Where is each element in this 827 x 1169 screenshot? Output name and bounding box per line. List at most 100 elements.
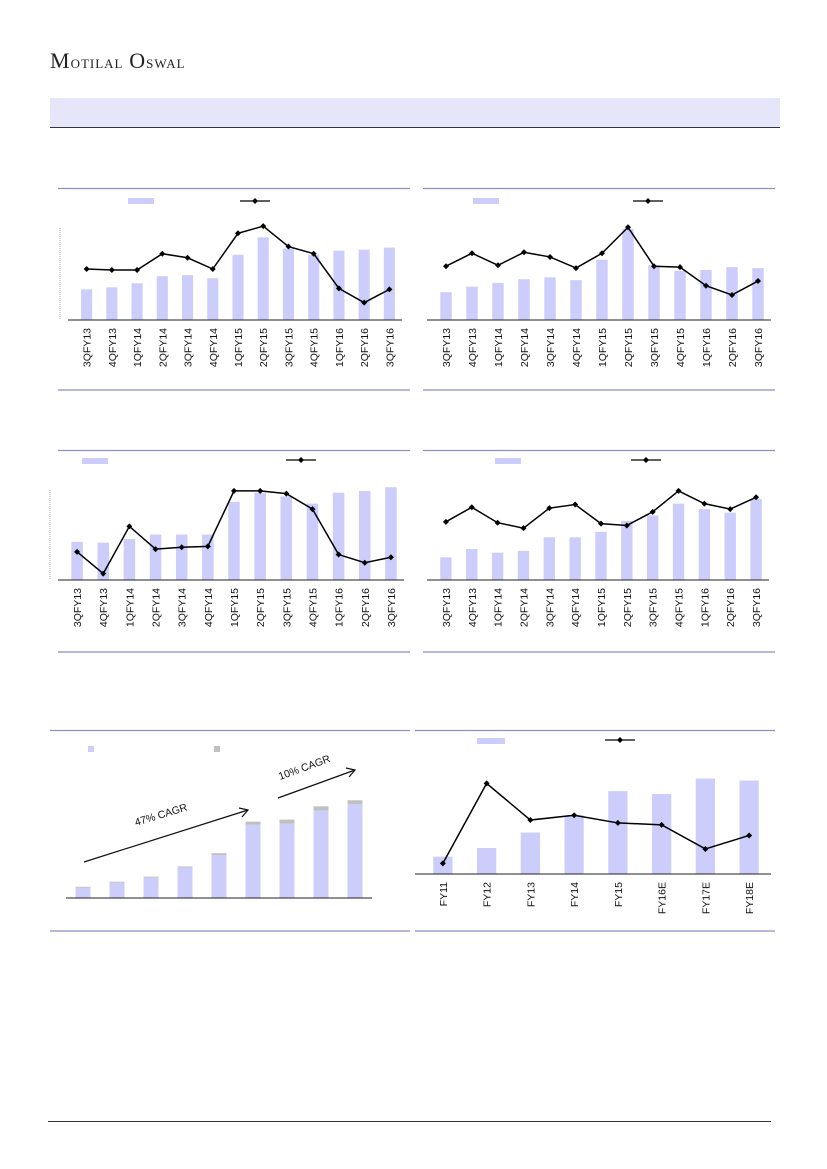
x-tick-label: 3QFY13 <box>72 588 84 627</box>
line-point <box>658 821 665 828</box>
bar-stack-segment <box>245 821 261 825</box>
x-tick-label: FY16E <box>657 882 669 914</box>
x-tick-label: 3QFY16 <box>753 328 765 367</box>
bar <box>517 550 530 580</box>
line-point <box>442 518 449 525</box>
x-tick-label: 3QFY14 <box>544 588 556 627</box>
x-tick-label: FY13 <box>525 882 537 907</box>
legend-bar-swatch <box>495 458 521 464</box>
bar <box>358 249 370 320</box>
line-point <box>651 263 657 270</box>
x-tick-label: 4QFY13 <box>107 328 119 367</box>
bar <box>700 269 712 320</box>
line-point <box>159 250 166 257</box>
x-tick-label: 1QFY14 <box>124 588 136 627</box>
line-point <box>386 286 393 293</box>
x-tick-label: FY14 <box>569 882 581 907</box>
chart-svg: 3QFY13 4QFY13 1QFY14 2QFY14 3QFY14 4QFY14 1QFY… <box>49 449 410 653</box>
bar <box>149 534 162 580</box>
line-point <box>283 490 290 497</box>
x-tick-label: FY15 <box>613 882 625 907</box>
line-point <box>746 832 753 839</box>
line-point <box>702 845 709 852</box>
legend-stack-swatch <box>214 746 220 752</box>
bar <box>750 499 762 580</box>
x-tick-label: FY11 <box>438 882 450 906</box>
legend-line-marker <box>643 457 649 463</box>
bar <box>207 278 219 320</box>
bar <box>621 520 633 580</box>
x-tick-label: 3QFY16 <box>386 588 398 627</box>
bar <box>724 512 736 580</box>
x-tick-label: 3QFY14 <box>545 328 557 367</box>
x-tick-label: 1QFY14 <box>493 588 505 627</box>
x-tick-label: 2QFY14 <box>151 588 163 627</box>
bar <box>543 537 555 580</box>
x-tick-label: 3QFY13 <box>441 328 453 367</box>
bar <box>596 259 608 320</box>
x-tick-label: 4QFY13 <box>98 588 110 627</box>
x-tick-label: 1QFY16 <box>334 588 346 627</box>
bar-stack-segment <box>347 800 363 805</box>
x-tick-label: 2QFY15 <box>255 588 267 627</box>
bar <box>595 531 607 580</box>
line-series <box>442 782 750 864</box>
line-point <box>74 548 81 555</box>
line-point <box>675 487 682 494</box>
x-tick-label: 4QFY15 <box>307 588 319 627</box>
x-tick-label: 1QFY15 <box>229 588 241 627</box>
bar <box>383 247 395 320</box>
bar <box>257 237 269 320</box>
bar <box>570 280 582 320</box>
line-point <box>701 500 708 507</box>
line-point <box>260 223 267 230</box>
bar <box>520 832 540 874</box>
x-tick-label: 1QFY15 <box>597 328 609 367</box>
bar-stack-segment <box>143 876 159 878</box>
chart-bottom-right: FY11 FY12 FY13 FY14 FY15 FY16E FY17E FY18E <box>415 729 775 932</box>
cagr-arrow-2 <box>277 769 356 799</box>
line-point <box>285 243 292 250</box>
line-point <box>361 559 368 566</box>
bar-stack-segment <box>177 866 193 868</box>
bar <box>698 509 711 580</box>
bar <box>228 501 240 580</box>
bar <box>385 487 397 580</box>
bar <box>672 503 685 580</box>
bar <box>652 794 672 874</box>
line-point <box>387 554 394 561</box>
bar-stack-segment <box>75 886 91 888</box>
x-tick-label: 4QFY15 <box>675 328 687 367</box>
line-point <box>649 508 656 515</box>
line-point <box>755 278 761 285</box>
chart-middle-right: 3QFY13 4QFY13 1QFY14 2QFY14 3QFY14 4QFY14 1QFY… <box>423 449 775 653</box>
bar <box>333 250 345 320</box>
x-tick-label: 3QFY16 <box>384 328 396 367</box>
line-point <box>495 262 501 269</box>
bar <box>648 265 660 320</box>
bar <box>491 552 504 580</box>
x-tick-label: 2QFY15 <box>622 588 634 627</box>
bar <box>695 778 715 874</box>
bar <box>211 855 227 898</box>
x-tick-label: 4QFY14 <box>571 328 583 367</box>
x-tick-label: FY18E <box>744 882 756 914</box>
bar <box>245 824 261 898</box>
x-tick-label: 1QFY15 <box>596 588 608 627</box>
bar <box>564 815 584 874</box>
bar-stack-segment <box>313 806 329 811</box>
line-point <box>753 494 760 501</box>
bar <box>280 496 293 580</box>
x-tick-label: 2QFY14 <box>519 328 531 367</box>
x-tick-label: 4QFY15 <box>309 328 321 367</box>
line-point <box>335 551 342 558</box>
bar <box>181 275 194 320</box>
bar <box>282 248 295 320</box>
bar <box>131 283 143 320</box>
x-tick-label: 2QFY14 <box>157 328 169 367</box>
x-tick-label: 4QFY14 <box>570 588 582 627</box>
legend-bar-swatch <box>82 458 108 464</box>
bar <box>254 492 266 580</box>
bar <box>232 254 244 320</box>
line-point <box>108 267 115 274</box>
